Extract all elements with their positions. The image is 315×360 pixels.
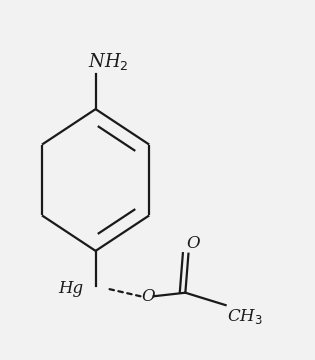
Text: O: O xyxy=(186,235,200,252)
Text: CH$_3$: CH$_3$ xyxy=(227,307,263,326)
Text: O: O xyxy=(141,288,155,305)
Text: NH$_2$: NH$_2$ xyxy=(88,51,128,72)
Text: Hg: Hg xyxy=(58,280,83,297)
